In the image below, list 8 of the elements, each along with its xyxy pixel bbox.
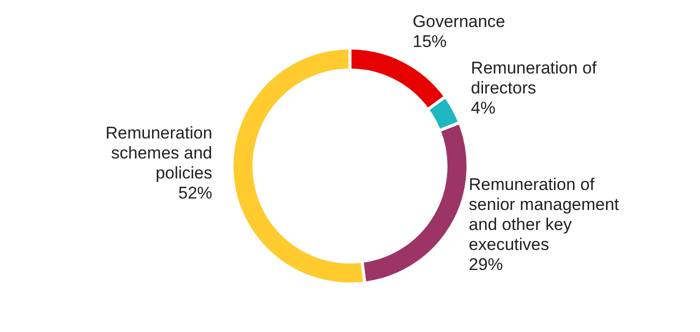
data-label: 15%	[412, 32, 447, 52]
slice-label: Remuneration schemes and policies	[105, 124, 212, 183]
data-label: 52%	[178, 184, 212, 203]
slice-label: Remuneration of senior management and other key executives	[468, 175, 620, 254]
data-label: 4%	[470, 98, 496, 118]
data-label: 29%	[468, 255, 503, 274]
slice-label: Remuneration of directors	[470, 58, 597, 98]
slice-label: Governance	[412, 12, 506, 32]
